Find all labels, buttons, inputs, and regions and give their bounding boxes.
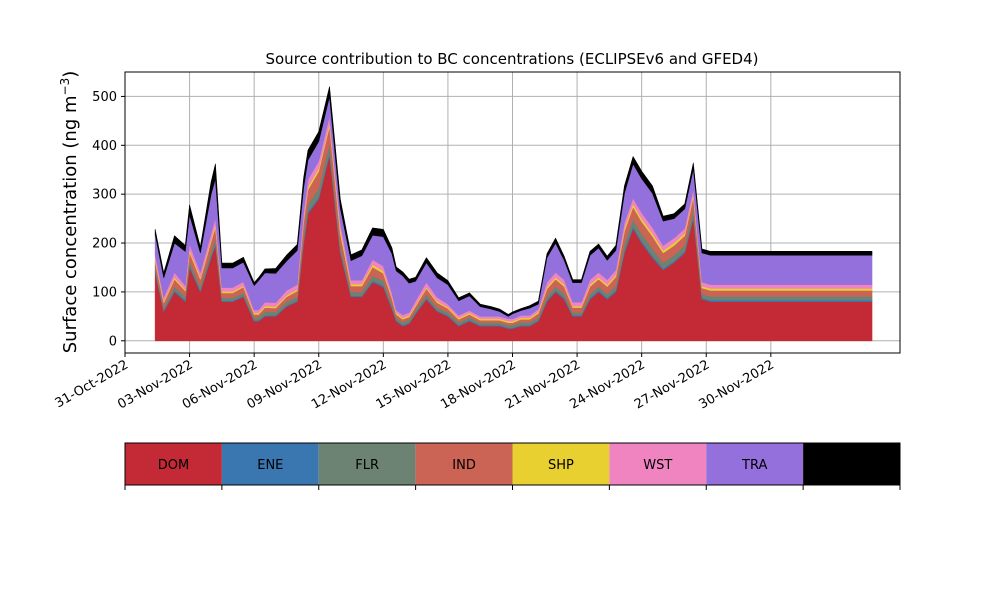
- legend-swatch-dom: [125, 443, 222, 485]
- legend-label-ene: ENE: [257, 458, 283, 473]
- legend-label-bb: BB: [843, 458, 861, 473]
- legend-label-flr: FLR: [355, 458, 379, 473]
- stacked-areas: [154, 86, 873, 342]
- area-series-bb: [154, 86, 873, 317]
- y-tick-label: 200: [92, 237, 117, 252]
- y-axis-label-close: ): [60, 71, 81, 78]
- legend-swatch-shp: [512, 443, 610, 485]
- legend-swatch-tra: [706, 443, 804, 485]
- y-tick-label: 0: [109, 334, 117, 349]
- legend-swatch-flr: [318, 443, 416, 485]
- chart-title: Source contribution to BC concentrations…: [265, 50, 758, 68]
- legend-label-tra: TRA: [741, 458, 767, 473]
- y-axis-label-main: Surface concentration (ng m: [60, 95, 81, 353]
- y-axis-label-superscript: −3: [58, 78, 72, 96]
- legend-swatch-ind: [415, 443, 513, 485]
- legend-label-dom: DOM: [158, 458, 189, 473]
- y-tick-label: 100: [92, 285, 117, 300]
- legend-label-ind: IND: [452, 458, 476, 473]
- legend-swatch-ene: [221, 443, 319, 485]
- legend-swatch-wst: [609, 443, 707, 485]
- y-tick-label: 400: [92, 139, 117, 154]
- legend-label-wst: WST: [643, 458, 672, 473]
- y-tick-label: 500: [92, 90, 117, 105]
- y-axis-ticks: 0 100 200 300 400 500: [92, 90, 125, 349]
- legend-colorbar: DOM ENE FLR IND SHP WST TRA BB: [124, 442, 901, 490]
- legend-swatch-bb: [803, 443, 900, 485]
- x-axis-ticks: 31-Oct-202203-Nov-202206-Nov-202209-Nov-…: [53, 353, 777, 412]
- legend-label-shp: SHP: [548, 458, 574, 473]
- y-axis-label: Surface concentration (ng m−3): [58, 71, 81, 354]
- y-tick-label: 300: [92, 188, 117, 203]
